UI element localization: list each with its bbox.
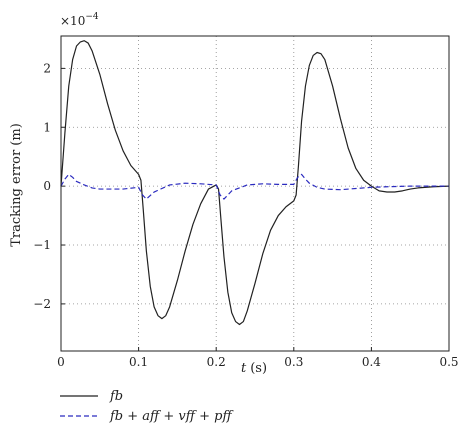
series-line-fb [60, 40, 450, 326]
x-axis-label: t (s) [241, 361, 267, 376]
grid-lines [61, 36, 449, 351]
legend-label-fb-aff-vff-pff: fb + aff + vff + pff [109, 409, 234, 424]
plot-frame [60, 35, 450, 352]
series-line-fb-aff-vff-pff [60, 173, 449, 200]
series-lines [60, 40, 450, 326]
tick-labels: 0 0.1 0.2 0.3 0.4 0.5 −2 −1 0 1 2 [33, 61, 458, 369]
y-axis-label: Tracking error (m) [9, 123, 24, 247]
x-tick-label: 0.4 [362, 355, 381, 369]
tick-marks [60, 67, 450, 351]
x-tick-label: 0.3 [284, 355, 303, 369]
x-tick-label: 0.2 [207, 355, 226, 369]
y-tick-label: −2 [33, 297, 51, 311]
y-axis-multiplier: ×10−4 [60, 12, 99, 28]
x-tick-label: 0 [57, 355, 65, 369]
legend-label-fb: fb [109, 389, 123, 404]
legend: fb fb + aff + vff + pff [60, 389, 234, 424]
x-tick-label: 0.1 [129, 355, 148, 369]
y-tick-label: −1 [33, 238, 51, 252]
y-tick-label: 2 [43, 61, 51, 75]
y-tick-label: 1 [43, 120, 51, 134]
y-tick-label: 0 [43, 179, 51, 193]
x-tick-label: 0.5 [439, 355, 458, 369]
